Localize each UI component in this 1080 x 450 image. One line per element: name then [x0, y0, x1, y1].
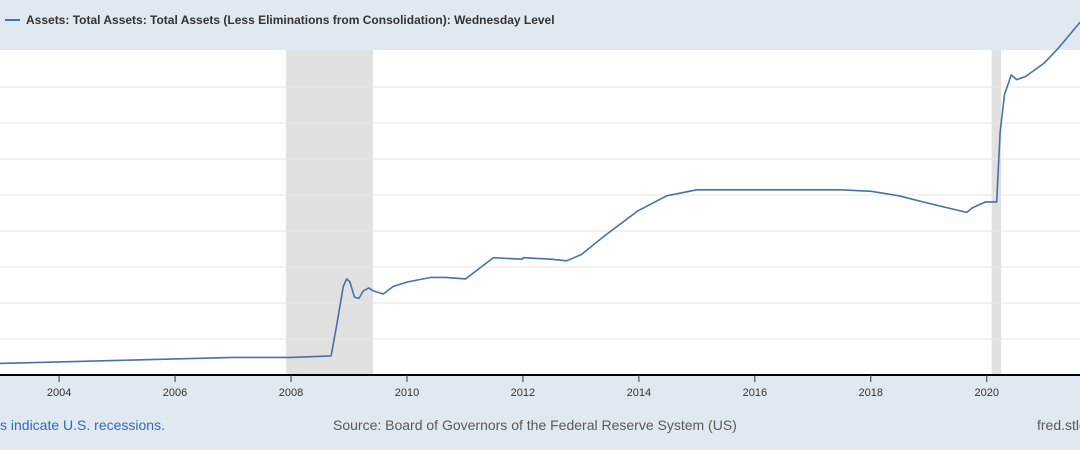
- x-tick-label-2006: 2006: [163, 387, 187, 399]
- legend-series-label: Assets: Total Assets: Total Assets (Less…: [26, 13, 555, 27]
- series-layer: [0, 21, 1080, 365]
- x-tick-label-2004: 2004: [47, 387, 71, 399]
- recession-shading: [286, 50, 1002, 375]
- x-tick-label-2014: 2014: [627, 387, 651, 399]
- recession-band-1: [286, 50, 373, 375]
- fred-site-link[interactable]: fred.stlo: [1037, 417, 1080, 433]
- plot-area: [0, 50, 1080, 375]
- x-tick-label-2016: 2016: [743, 387, 767, 399]
- x-tick-label-2012: 2012: [511, 387, 535, 399]
- x-tick-label-2018: 2018: [859, 387, 883, 399]
- x-tick-label-2020: 2020: [975, 387, 999, 399]
- legend-line-swatch: [5, 19, 20, 21]
- x-tick-label-2010: 2010: [395, 387, 419, 399]
- x-tick-label-2008: 2008: [279, 387, 303, 399]
- source-note: Source: Board of Governors of the Federa…: [333, 417, 737, 433]
- recession-note-link[interactable]: s indicate U.S. recessions.: [0, 417, 165, 433]
- x-axis-ticks: 2004 2006 2008 2010 2012 2014 2016 2018 2020: [47, 375, 999, 399]
- chart-legend: Assets: Total Assets: Total Assets (Less…: [0, 0, 1080, 40]
- recession-band-2: [991, 50, 1002, 375]
- series-line-1: [0, 21, 1080, 365]
